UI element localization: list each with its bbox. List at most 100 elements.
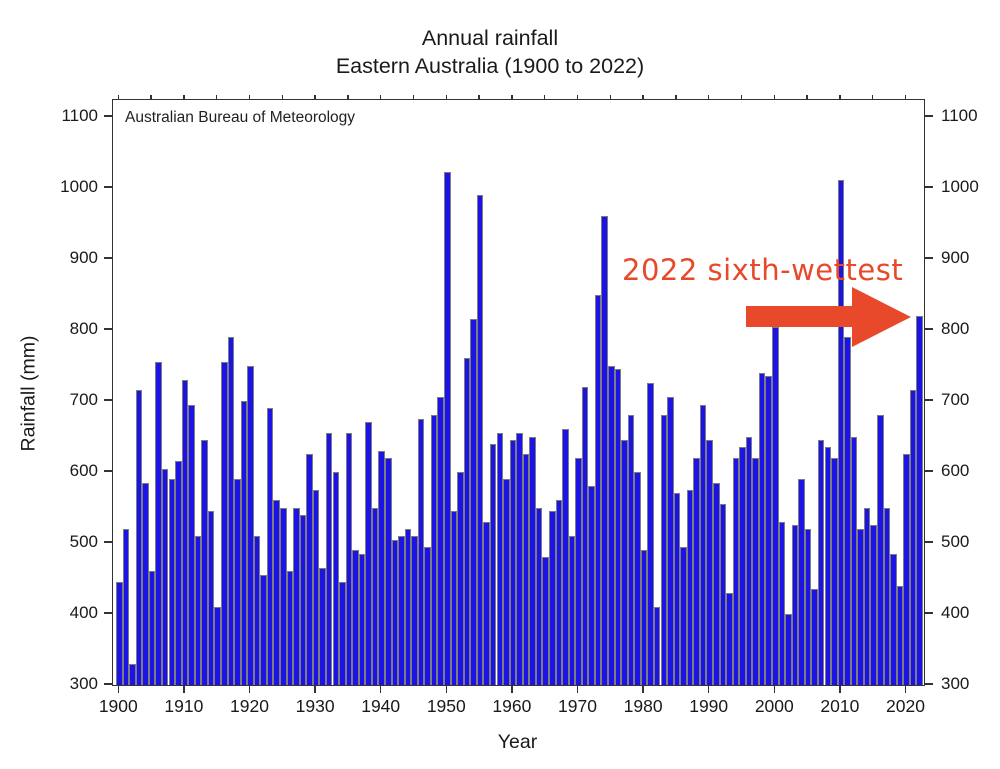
bar-1995 — [739, 447, 746, 685]
x-top-tick-2015 — [871, 95, 874, 99]
y-tick-label-left-400: 400 — [69, 603, 98, 622]
x-tick-label-2020: 2020 — [886, 696, 925, 716]
bar-1972 — [588, 486, 595, 685]
bar-2004 — [798, 479, 805, 685]
bar-2012 — [850, 436, 858, 685]
x-tick-2000 — [773, 685, 776, 693]
bar-1953 — [463, 358, 471, 685]
y-tick-right-1000 — [924, 186, 933, 188]
bar-1962 — [522, 454, 530, 685]
bar-1986 — [680, 546, 687, 685]
bar-1928 — [299, 514, 307, 685]
bar-1909 — [175, 461, 182, 685]
bar-1981 — [647, 383, 654, 685]
bar-1955 — [476, 195, 484, 685]
bar-2018 — [890, 553, 897, 685]
bar-1954 — [470, 319, 477, 685]
y-tick-right-900 — [924, 257, 933, 259]
x-top-tick-1910 — [183, 95, 185, 99]
x-tick-1960 — [511, 685, 513, 693]
bar-1969 — [568, 535, 576, 685]
y-tick-left-800 — [104, 328, 112, 330]
y-tick-label-right-300: 300 — [941, 674, 970, 693]
bar-1991 — [712, 482, 720, 685]
bar-1926 — [286, 571, 294, 685]
bar-1971 — [581, 386, 589, 685]
bar-1931 — [319, 567, 326, 685]
y-tick-left-900 — [104, 257, 112, 259]
y-tick-right-400 — [924, 612, 933, 614]
bar-2014 — [863, 507, 871, 685]
bar-1980 — [640, 550, 648, 685]
bar-2009 — [831, 457, 838, 685]
x-tick-label-1910: 1910 — [164, 696, 204, 716]
annotation-arrow-body — [746, 306, 852, 327]
annotation-arrow-head — [852, 287, 911, 347]
x-tick-label-1920: 1920 — [230, 696, 269, 716]
x-top-tick-2010 — [839, 95, 841, 99]
plot-area: Australian Bureau of Meteorology — [112, 99, 925, 686]
bar-1946 — [417, 418, 425, 685]
bar-1998 — [758, 372, 766, 685]
bar-1988 — [693, 457, 700, 685]
y-tick-left-400 — [104, 612, 112, 614]
bar-2000 — [772, 326, 779, 685]
x-tick-label-1900: 1900 — [98, 696, 138, 716]
bar-1907 — [161, 468, 169, 685]
chart-title-line1: Annual rainfall — [421, 26, 559, 50]
bar-2016 — [876, 415, 884, 685]
y-tick-label-right-1100: 1100 — [941, 106, 978, 125]
bar-2006 — [811, 589, 818, 685]
bar-2017 — [883, 507, 891, 685]
bar-2008 — [824, 447, 832, 685]
x-top-tick-2000 — [773, 95, 776, 99]
y-tick-label-right-800: 800 — [941, 319, 970, 338]
bar-1923 — [266, 408, 274, 685]
y-tick-right-700 — [924, 399, 933, 401]
x-tick-1920 — [248, 685, 251, 693]
x-tick-label-2000: 2000 — [754, 696, 794, 716]
y-tick-label-left-800: 800 — [69, 319, 98, 338]
bar-1908 — [168, 479, 176, 685]
bar-1912 — [194, 535, 202, 685]
bar-1919 — [240, 401, 248, 685]
bar-1966 — [548, 511, 556, 685]
bar-1959 — [503, 479, 510, 685]
y-tick-left-300 — [104, 683, 112, 685]
bar-2010 — [837, 179, 845, 685]
bar-1982 — [653, 606, 661, 685]
bar-1902 — [129, 663, 136, 685]
bar-1945 — [411, 535, 418, 685]
x-top-tick-1980 — [642, 95, 644, 99]
bar-1920 — [247, 365, 254, 685]
bar-1990 — [706, 440, 713, 685]
bar-1949 — [437, 397, 444, 685]
bar-1942 — [391, 539, 399, 685]
bar-1956 — [483, 521, 490, 685]
y-tick-label-left-300: 300 — [69, 674, 98, 693]
bar-1994 — [732, 457, 740, 685]
y-tick-label-right-700: 700 — [941, 390, 970, 409]
bar-1985 — [673, 493, 681, 685]
bar-1951 — [450, 511, 458, 685]
y-tick-right-1100 — [924, 115, 933, 117]
y-tick-label-left-600: 600 — [69, 461, 98, 480]
y-tick-left-500 — [104, 541, 112, 543]
bar-2001 — [778, 521, 786, 685]
bar-1997 — [752, 457, 759, 685]
bar-2022 — [916, 315, 923, 685]
bar-1916 — [220, 361, 228, 685]
source-label: Australian Bureau of Meteorology — [125, 109, 356, 126]
bar-1993 — [726, 592, 733, 685]
x-top-tick-1925 — [281, 95, 284, 99]
bar-2011 — [844, 337, 851, 685]
bar-1984 — [667, 397, 674, 685]
bar-1929 — [306, 454, 313, 685]
bar-1944 — [404, 528, 412, 685]
bar-1947 — [424, 546, 431, 685]
x-tick-1980 — [642, 685, 644, 693]
y-tick-right-600 — [924, 470, 933, 472]
x-top-tick-2005 — [806, 95, 808, 99]
x-top-tick-1905 — [150, 95, 152, 99]
bar-1917 — [227, 337, 235, 685]
